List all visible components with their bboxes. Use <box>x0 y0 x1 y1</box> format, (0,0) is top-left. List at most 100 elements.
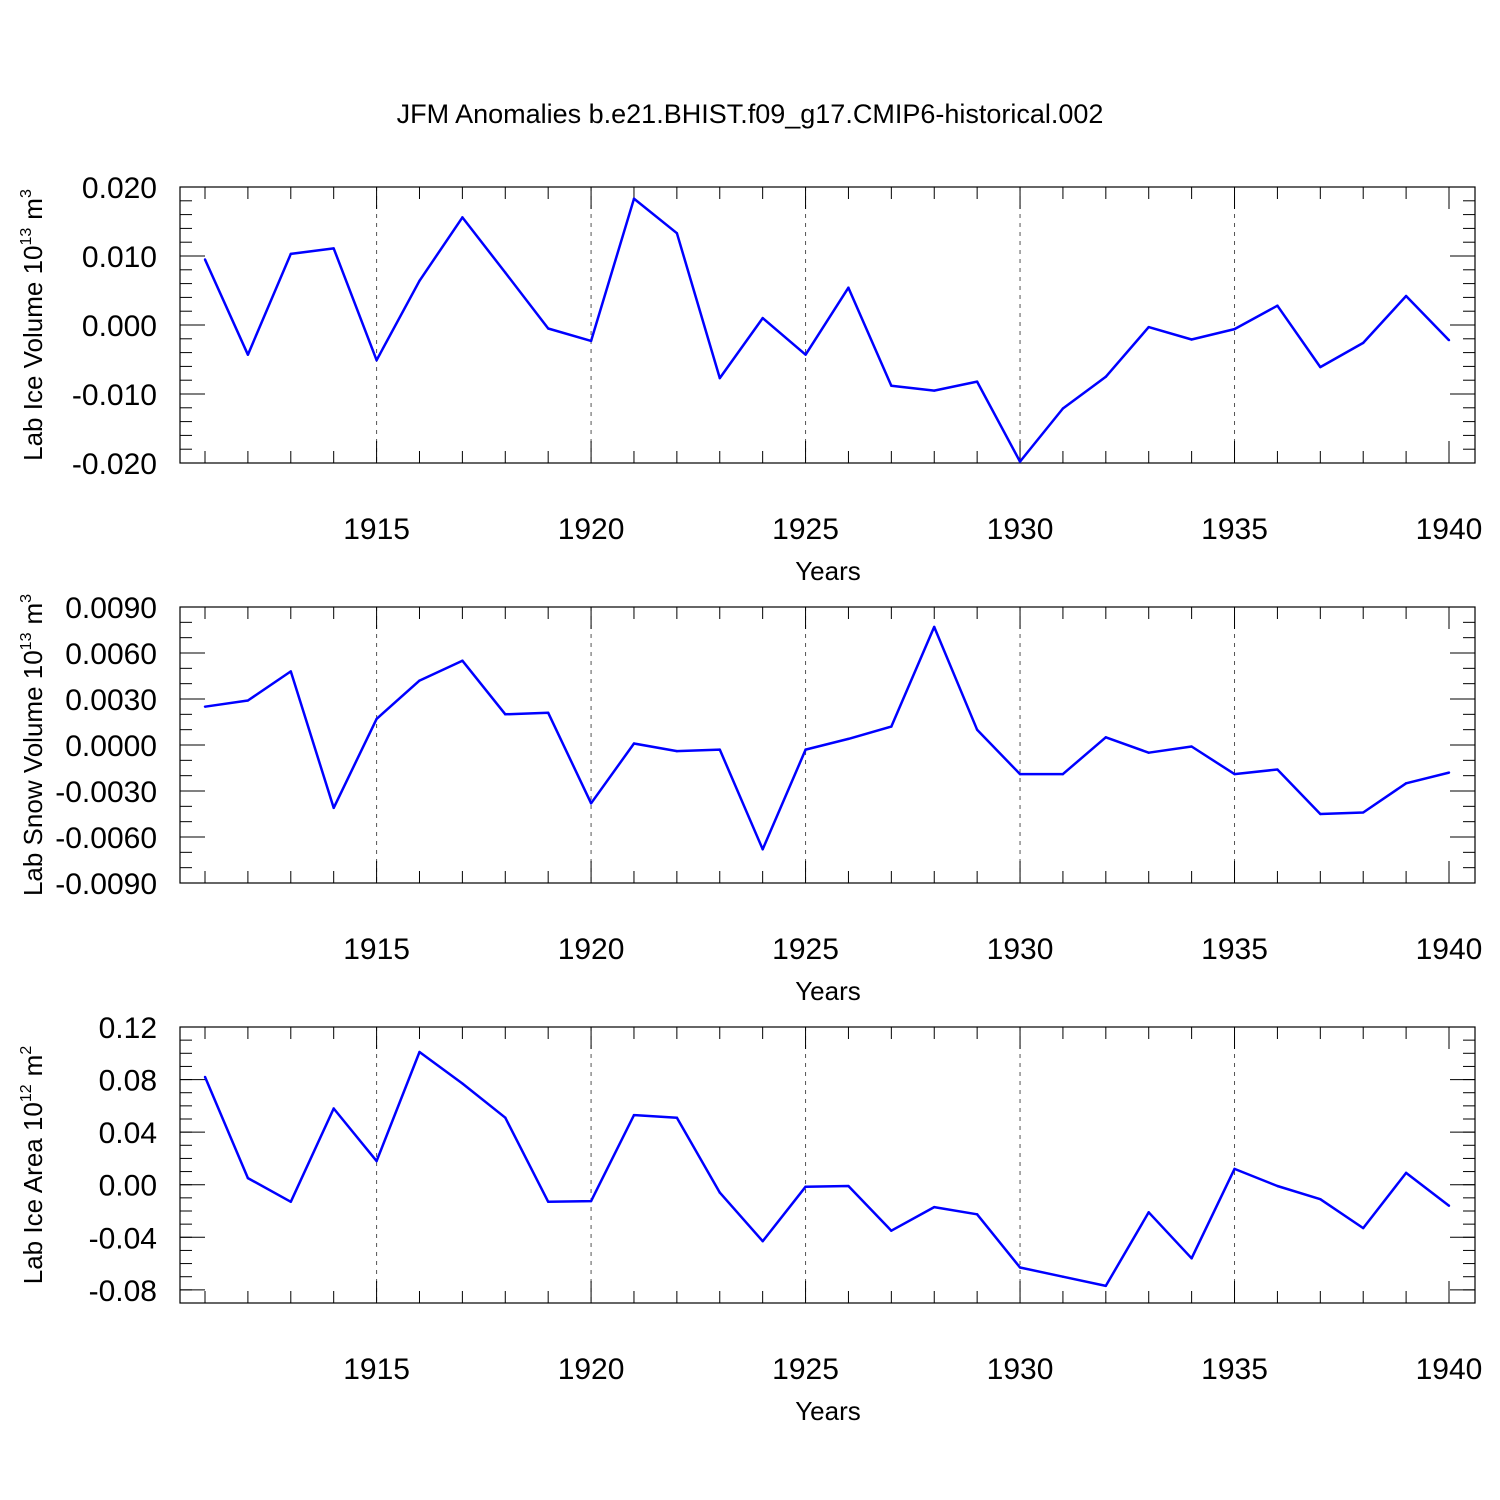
data-point-1935 <box>1233 772 1236 776</box>
data-point-1939 <box>1404 1171 1408 1175</box>
data-point-1915 <box>375 717 378 721</box>
data-point-1917 <box>461 216 464 219</box>
y-tick-label: -0.020 <box>72 448 157 481</box>
data-point-1912 <box>246 699 250 702</box>
data-point-1926 <box>847 1184 850 1188</box>
series-line <box>203 197 1450 463</box>
y-tick-label: -0.08 <box>89 1275 157 1308</box>
x-tick-label: 1930 <box>987 933 1054 966</box>
y-axis-title-ylabel-sup: 13 <box>18 632 35 650</box>
x-tick-label: 1915 <box>343 513 410 546</box>
x-axis-title: Years <box>795 556 861 586</box>
x-tick-label: 1915 <box>343 1353 410 1386</box>
data-point-1924 <box>761 316 764 320</box>
data-point-1930 <box>1018 772 1022 776</box>
data-point-1936 <box>1276 304 1279 307</box>
data-point-1920 <box>589 339 593 343</box>
data-point-1911 <box>203 705 207 708</box>
y-axis-title-ylabel: Lab Ice Area 10 <box>18 1102 48 1284</box>
y-tick-label: -0.0060 <box>55 822 157 855</box>
x-tick-label: 1935 <box>1201 513 1268 546</box>
y-tick-label: 0.04 <box>99 1117 157 1150</box>
data-point-1936 <box>1276 1184 1279 1188</box>
x-tick-label: 1920 <box>558 1353 625 1386</box>
data-point-1940 <box>1447 338 1451 342</box>
data-point-1911 <box>203 1075 207 1079</box>
data-point-1925 <box>804 353 807 356</box>
x-tick-label: 1930 <box>987 513 1054 546</box>
data-point-1931 <box>1061 772 1065 776</box>
data-point-1917 <box>461 659 464 662</box>
y-axis-title-ylabel-unit-sup: 3 <box>18 189 35 198</box>
data-point-1913 <box>289 670 292 673</box>
data-point-1925 <box>804 748 807 751</box>
data-point-1927 <box>890 1229 893 1232</box>
y-tick-label: 0.000 <box>82 310 157 343</box>
data-point-1911 <box>203 258 207 261</box>
data-point-1932 <box>1104 736 1108 739</box>
data-point-1919 <box>546 327 550 330</box>
data-point-1915 <box>375 1159 378 1163</box>
x-tick-label: 1920 <box>558 933 625 966</box>
plot-frame <box>179 186 1476 464</box>
data-point-1937 <box>1319 812 1322 816</box>
data-point-1922 <box>675 1116 679 1119</box>
y-tick-label: -0.010 <box>72 379 157 412</box>
data-point-1938 <box>1362 341 1365 345</box>
y-axis-title: Lab Ice Area 1012 m2 <box>18 1046 48 1285</box>
y-tick-label: 0.0000 <box>65 730 157 763</box>
data-point-1933 <box>1147 325 1150 329</box>
data-point-1934 <box>1190 338 1193 341</box>
y-tick-label: 0.0060 <box>65 638 157 671</box>
data-point-1914 <box>332 806 335 810</box>
data-point-1926 <box>847 286 850 289</box>
data-point-1925 <box>804 1185 807 1188</box>
data-point-1931 <box>1061 1275 1065 1278</box>
figure-title: JFM Anomalies b.e21.BHIST.f09_g17.CMIP6-… <box>397 99 1104 129</box>
data-point-1920 <box>589 802 593 805</box>
y-axis-title-ylabel-sup: 13 <box>18 228 35 246</box>
y-axis-title-ylabel: Lab Ice Volume 10 <box>18 245 48 460</box>
x-tick-label: 1940 <box>1416 513 1483 546</box>
data-point-1939 <box>1404 782 1408 785</box>
y-axis-title-ylabel-unit-sup: 3 <box>18 594 35 603</box>
data-point-1915 <box>375 358 378 362</box>
data-point-1933 <box>1147 751 1150 754</box>
y-tick-label: -0.0090 <box>55 868 157 901</box>
series-line <box>204 625 1450 851</box>
y-axis-title-ylabel-sup: 12 <box>18 1084 35 1102</box>
data-point-1922 <box>675 749 679 753</box>
y-axis-title-ylabel-unit-sup: 2 <box>18 1046 35 1055</box>
y-tick-label: 0.020 <box>82 172 157 205</box>
y-tick-label: -0.0030 <box>55 776 157 809</box>
data-point-1921 <box>632 197 636 200</box>
data-point-1934 <box>1190 745 1193 748</box>
y-axis-title: Lab Ice Volume 1013 m3 <box>18 189 48 461</box>
data-point-1935 <box>1233 327 1236 331</box>
series-line <box>203 1050 1450 1288</box>
y-axis-title-ylabel-unit: m <box>18 1055 48 1077</box>
data-point-1934 <box>1190 1257 1193 1260</box>
data-point-1933 <box>1147 1211 1150 1214</box>
data-point-1923 <box>718 748 721 751</box>
y-tick-label: 0.12 <box>99 1012 157 1045</box>
y-tick-label: -0.04 <box>89 1222 157 1255</box>
chart-panel-3: -0.08 -0.04 0.00 0.04 0.08 0.12 1915 1920 1925 19… <box>18 1012 1482 1426</box>
x-tick-label: 1940 <box>1416 933 1483 966</box>
data-point-1918 <box>504 271 507 274</box>
x-tick-label: 1920 <box>558 513 625 546</box>
chart-panel-1: -0.020 -0.010 0.000 0.010 0.020 1915 1920 1925 1… <box>18 172 1482 586</box>
data-point-1935 <box>1233 1167 1236 1171</box>
data-point-1918 <box>504 1116 507 1119</box>
x-tick-label: 1930 <box>987 1353 1054 1386</box>
data-point-1923 <box>718 1191 721 1194</box>
data-point-1921 <box>632 742 636 745</box>
data-point-1930 <box>1018 460 1022 463</box>
data-point-1932 <box>1104 375 1108 378</box>
x-tick-label: 1915 <box>343 933 410 966</box>
data-point-1929 <box>975 380 979 383</box>
x-axis-title: Years <box>795 1396 861 1426</box>
data-point-1922 <box>675 232 679 235</box>
data-point-1938 <box>1362 1226 1365 1230</box>
